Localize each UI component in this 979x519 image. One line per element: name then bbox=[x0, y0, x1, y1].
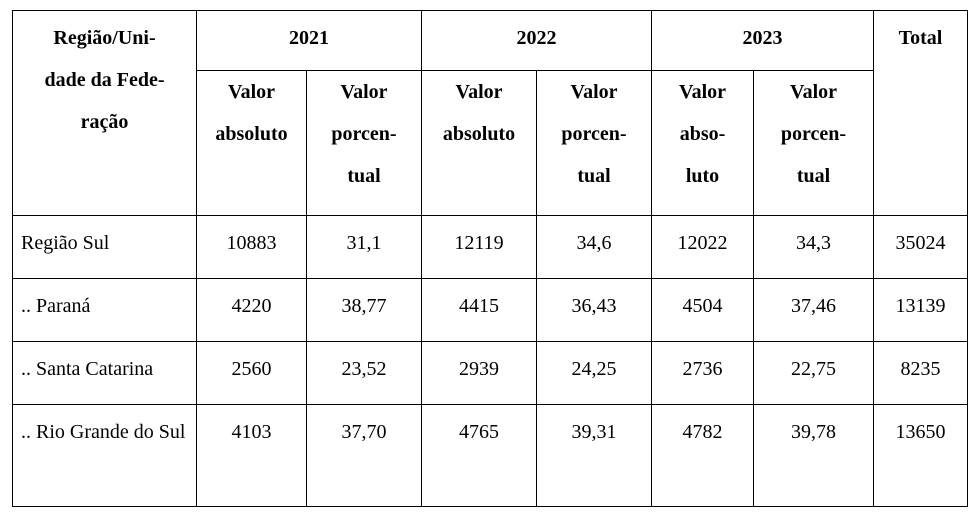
subheader: Valor absoluto bbox=[421, 70, 537, 216]
data-row: .. Santa Catarina 2560 23,52 2939 24,25 2736 2… bbox=[12, 341, 968, 405]
region-name: Região Sul bbox=[12, 215, 197, 279]
cell: 13139 bbox=[873, 278, 968, 342]
cell: 23,52 bbox=[306, 341, 422, 405]
cell: 35024 bbox=[873, 215, 968, 279]
subheader: Valor porcen- tual bbox=[536, 70, 652, 216]
cell: 22,75 bbox=[753, 341, 874, 405]
cell: 37,46 bbox=[753, 278, 874, 342]
cell: 34,3 bbox=[753, 215, 874, 279]
subheader: Valor abso- luto bbox=[651, 70, 754, 216]
year-header: 2023 bbox=[651, 10, 874, 71]
region-name: .. Paraná bbox=[12, 278, 197, 342]
subheader: Valor absoluto bbox=[196, 70, 307, 216]
region-header: Região/Uni- dade da Fede- ração bbox=[12, 10, 197, 216]
cell: 4782 bbox=[651, 404, 754, 507]
cell: 36,43 bbox=[536, 278, 652, 342]
data-row: Região Sul 10883 31,1 12119 34,6 12022 34,3 350… bbox=[12, 215, 968, 279]
cell: 2560 bbox=[196, 341, 307, 405]
data-row: .. Rio Grande do Sul 4103 37,70 4765 39,31 47… bbox=[12, 404, 968, 507]
cell: 38,77 bbox=[306, 278, 422, 342]
cell: 4765 bbox=[421, 404, 537, 507]
cell: 8235 bbox=[873, 341, 968, 405]
cell: 4220 bbox=[196, 278, 307, 342]
subheader-row: Valor absoluto Valor porcen- tual Valor ab… bbox=[13, 70, 968, 216]
year-header: 2021 bbox=[196, 10, 422, 71]
cell: 13650 bbox=[873, 404, 968, 507]
cell: 24,25 bbox=[536, 341, 652, 405]
cell: 4103 bbox=[196, 404, 307, 507]
region-name: .. Rio Grande do Sul bbox=[12, 404, 197, 507]
cell: 12022 bbox=[651, 215, 754, 279]
cell: 39,31 bbox=[536, 404, 652, 507]
cell: 2736 bbox=[651, 341, 754, 405]
header-row: Região/Uni- dade da Fede- ração 2021 2022 2… bbox=[12, 10, 968, 216]
cell: 39,78 bbox=[753, 404, 874, 507]
cell: 4415 bbox=[421, 278, 537, 342]
subheader: Valor porcen- tual bbox=[306, 70, 422, 216]
subheader: Valor porcen- tual bbox=[753, 70, 874, 216]
cell: 34,6 bbox=[536, 215, 652, 279]
region-name: .. Santa Catarina bbox=[12, 341, 197, 405]
cell: 31,1 bbox=[306, 215, 422, 279]
cell: 12119 bbox=[421, 215, 537, 279]
data-row: .. Paraná 4220 38,77 4415 36,43 4504 37,46 1313… bbox=[12, 278, 968, 342]
cell: 2939 bbox=[421, 341, 537, 405]
data-table: Região/Uni- dade da Fede- ração 2021 2022 2… bbox=[12, 10, 968, 507]
cell: 37,70 bbox=[306, 404, 422, 507]
year-header: 2022 bbox=[421, 10, 652, 71]
cell: 4504 bbox=[651, 278, 754, 342]
cell: 10883 bbox=[196, 215, 307, 279]
total-header: Total bbox=[873, 10, 968, 216]
